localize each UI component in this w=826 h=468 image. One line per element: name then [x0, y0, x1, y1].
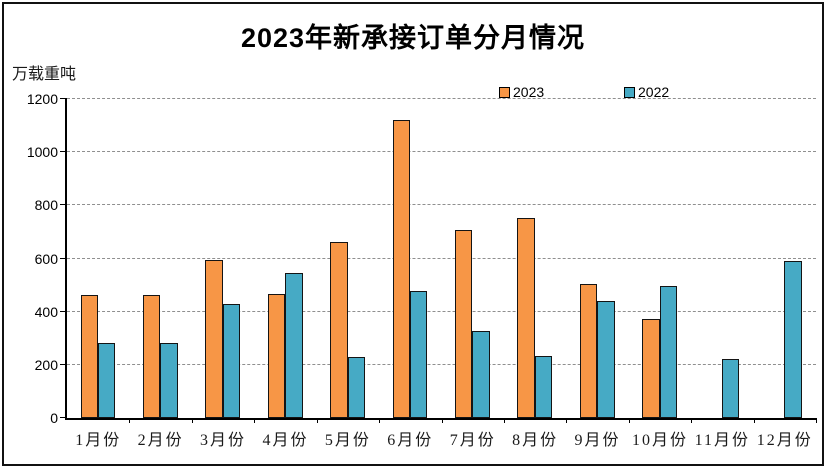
x-axis-tick-9 [628, 418, 630, 423]
x-axis-tick-7 [503, 418, 505, 423]
y-tick-label-200: 200 [34, 356, 58, 373]
y-axis-tick-1200 [60, 98, 67, 99]
bar-2023-m10 [642, 319, 660, 418]
x-axis-tick-6 [441, 418, 443, 423]
y-axis-tick-1000 [60, 151, 67, 153]
bar-2023-m3 [205, 259, 223, 418]
bar-2022-m8 [534, 355, 553, 418]
x-axis-tick-1 [129, 418, 131, 423]
x-axis-tick-11 [753, 418, 755, 423]
y-axis-tick-800 [60, 204, 67, 206]
x-label-m5: 5月份 [324, 432, 371, 449]
x-label-m1: 1月份 [75, 432, 122, 449]
bar-2023-m8 [517, 217, 535, 418]
gridline-200 [67, 363, 816, 365]
y-tick-label-0: 0 [50, 410, 58, 426]
bar-2023-m5 [330, 242, 348, 418]
bar-2023-m1 [80, 295, 98, 418]
x-axis-tick-8 [566, 418, 568, 423]
y-tick-label-1200: 1200 [26, 91, 58, 107]
x-label-m3: 3月份 [200, 432, 247, 449]
y-axis-tick-200 [60, 363, 67, 365]
bar-2022-m6 [409, 290, 428, 418]
bar-2022-m7 [472, 331, 490, 418]
bar-2022-m9 [597, 300, 615, 418]
bar-2022-m4 [285, 273, 303, 418]
bar-2023-m6 [392, 120, 410, 418]
y-axis-tick-600 [60, 257, 67, 259]
y-axis-tick-0 [60, 417, 67, 418]
bar-2022-m3 [222, 304, 241, 418]
gridline-800 [67, 204, 816, 206]
y-tick-label-600: 600 [34, 250, 58, 267]
x-label-m6: 6月份 [387, 432, 434, 449]
gridline-600 [67, 257, 816, 259]
bar-2022-m12 [784, 260, 802, 418]
x-label-m9: 9月份 [574, 432, 621, 449]
x-label-m4: 4月份 [262, 432, 309, 449]
plot-area: 0 200 400 600 800 1000 1200 1月份 2月份 3月份 4月份 5月份 6月份 7… [27, 92, 817, 449]
x-axis-tick-12 [816, 418, 817, 423]
bar-2022-m10 [659, 285, 678, 418]
x-axis-tick-10 [691, 418, 693, 423]
y-axis-tick-400 [60, 310, 67, 312]
x-axis-tick-5 [379, 418, 381, 423]
legend-item-2023: 2023 [499, 84, 544, 100]
chart-title: 2023年新承接订单分月情况 [240, 23, 586, 53]
x-axis-tick-2 [191, 418, 193, 423]
legend-swatch-2023-icon [499, 86, 510, 98]
x-label-m2: 2月份 [137, 432, 184, 449]
y-tick-label-400: 400 [34, 303, 58, 320]
bar-2022-m1 [97, 342, 116, 418]
x-label-m7: 7月份 [449, 432, 496, 449]
gridline-1200 [67, 98, 816, 99]
legend-swatch-2022-icon [624, 86, 635, 98]
y-axis-unit-label: 万载重吨 [12, 66, 77, 83]
bar-2022-m2 [160, 342, 178, 418]
bar-2023-m2 [142, 294, 161, 418]
y-tick-label-800: 800 [34, 197, 58, 214]
gridline-1000 [67, 151, 816, 153]
legend-label-2022: 2022 [638, 84, 670, 100]
bar-2023-m7 [455, 229, 473, 418]
legend-item-2022: 2022 [624, 84, 669, 100]
gridline-400 [67, 310, 816, 312]
x-axis-tick-4 [316, 418, 318, 423]
bar-2022-m11 [722, 359, 740, 418]
x-label-m12: 12月份 [756, 432, 813, 449]
bar-2022-m5 [347, 357, 365, 418]
x-axis-tick-3 [254, 418, 256, 423]
y-tick-label-1000: 1000 [26, 144, 58, 161]
x-label-m8: 8月份 [512, 432, 559, 449]
bar-2023-m9 [579, 284, 598, 418]
x-label-m11: 11月份 [694, 432, 751, 449]
bar-2023-m4 [267, 293, 286, 418]
legend-label-2023: 2023 [513, 84, 545, 100]
x-label-m10: 10月份 [631, 432, 688, 449]
